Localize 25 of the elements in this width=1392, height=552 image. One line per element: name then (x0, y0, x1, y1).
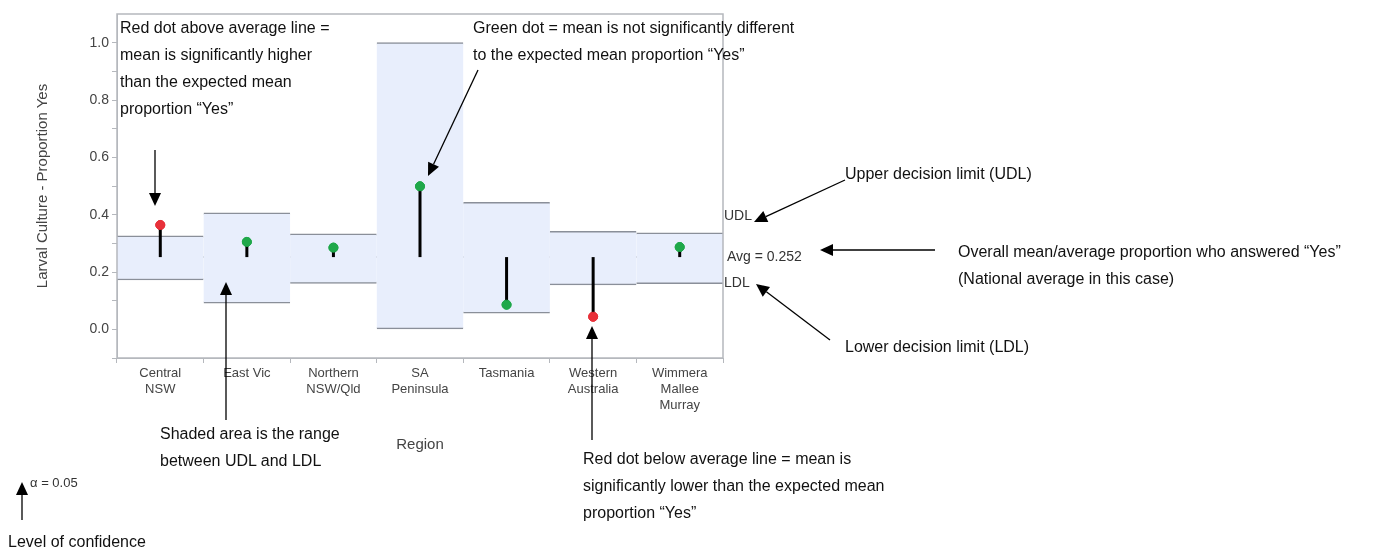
y-tick-label: 0.0 (89, 320, 110, 337)
y-tick-label: 0.4 (89, 205, 110, 222)
x-tick-label: Northern NSW/Qld (306, 365, 361, 396)
x-axis-title: Region (396, 435, 444, 453)
x-tick-label: Central NSW (139, 365, 182, 396)
text: Upper decision limit (UDL) (845, 164, 1033, 184)
text: Overall mean/average proportion who answered “Yes” (National average in this case) (958, 242, 1342, 289)
annotation: Green dot = mean is not significantly different to the expected mean proportion “Yes” (473, 18, 796, 65)
text: UDL (724, 206, 753, 224)
text: α = 0.05 (30, 474, 79, 492)
text: Lower decision limit (LDL) (845, 337, 1031, 357)
x-tick-label: Tasmania (478, 365, 536, 381)
y-axis-title: Larval Culture - Proportion Yes (33, 83, 51, 289)
text: Shaded area is the range between UDL and LDL (160, 424, 341, 471)
text: LDL (724, 273, 751, 291)
ref-line-label: Avg = 0.252 (727, 247, 803, 264)
x-tick-label: SA Peninsula (391, 365, 450, 396)
x-tick-label: Wimmera Mallee Murray (651, 365, 709, 412)
annotation: Red dot above average line = mean is significantly higher than the expected mean proportion “Yes” (120, 18, 331, 119)
text: Level of confidence (8, 532, 147, 552)
y-tick-label: 0.2 (89, 262, 110, 279)
y-tick-label: 0.8 (89, 90, 110, 107)
y-tick-label: 0.6 (89, 148, 110, 165)
text: Red dot below average line = mean is significantly lower than the expected mean proportion “Yes” (583, 449, 886, 523)
y-tick-label: 1.0 (89, 33, 110, 50)
